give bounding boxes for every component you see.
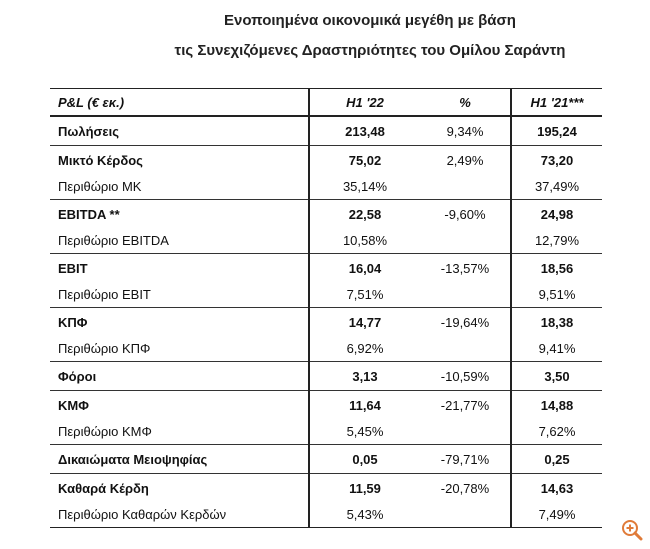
table-cell: 24,98: [510, 199, 602, 228]
table-row: Περιθώριο ΚΠΦ 6,92% 9,41%: [50, 336, 602, 362]
table-cell: 3,13: [308, 361, 420, 391]
table-row: Περιθώριο ΜΚ 35,14% 37,49%: [50, 174, 602, 200]
table-cell: 9,51%: [510, 282, 602, 308]
table-cell: 7,51%: [308, 282, 420, 308]
table-cell: 9,41%: [510, 336, 602, 362]
table-cell: EBIT: [50, 253, 309, 282]
table-row: EBITDA ** 22,58 -9,60% 24,98: [50, 199, 602, 228]
title-line: τις Συνεχιζόμενες Δραστηριότητες του Ομί…: [174, 42, 566, 59]
table-row: Περιθώριο Καθαρών Κερδών 5,43% 7,49%: [50, 502, 602, 528]
table-cell: Μικτό Κέρδος: [50, 145, 309, 174]
table-cell: ΚΠΦ: [50, 307, 309, 336]
table-cell: 9,34%: [420, 115, 511, 146]
table-cell: -19,64%: [420, 307, 511, 336]
table-cell: 11,64: [308, 390, 420, 419]
table-cell: Περιθώριο EBITDA: [58, 233, 169, 248]
table-cell: Πωλήσεις: [50, 115, 309, 146]
table-cell: Περιθώριο ΚΜΦ: [58, 424, 152, 439]
table-cell: 6,92%: [308, 336, 420, 362]
table-cell: 14,63: [510, 473, 602, 502]
table-cell: 12,79%: [510, 228, 602, 254]
table-cell: -79,71%: [420, 444, 511, 474]
table-cell: 11,59: [308, 473, 420, 502]
table-cell: 0,25: [510, 444, 602, 474]
table-cell: 213,48: [308, 115, 420, 146]
table-row: Δικαιώματα Μειοψηφίας 0,05 -79,71% 0,25: [50, 444, 602, 474]
header-cell: H1 '22: [308, 88, 420, 117]
table-cell: 5,45%: [308, 419, 420, 445]
table-row: Περιθώριο EBIT 7,51% 9,51%: [50, 282, 602, 308]
header-cell: %: [420, 88, 511, 117]
table-row: Περιθώριο EBITDA 10,58% 12,79%: [50, 228, 602, 254]
table-cell: 16,04: [308, 253, 420, 282]
table-cell: 18,56: [510, 253, 602, 282]
table-cell: Περιθώριο ΜΚ: [58, 179, 142, 194]
table-cell: 22,58: [308, 199, 420, 228]
table-cell: 10,58%: [308, 228, 420, 254]
pl-table: P&L (€ εκ.) H1 '22% H1 '21*** Πωλήσεις 213,4…: [50, 88, 602, 528]
table-row: ΚΠΦ 14,77 -19,64% 18,38: [50, 307, 602, 336]
table-cell: [420, 174, 511, 200]
header-cell: P&L (€ εκ.): [50, 88, 309, 117]
table-cell: [420, 502, 511, 528]
table-row: Περιθώριο ΚΜΦ 5,45% 7,62%: [50, 419, 602, 445]
table-cell: 3,50: [510, 361, 602, 391]
table-cell: 7,49%: [510, 502, 602, 528]
table-cell: Περιθώριο ΚΠΦ: [58, 341, 151, 356]
table-cell: Καθαρά Κέρδη: [50, 473, 309, 502]
table-cell: -10,59%: [420, 361, 511, 391]
table-cell: 5,43%: [308, 502, 420, 528]
title-line: Ενοποιημένα οικονομικά μεγέθη με βάση: [224, 12, 516, 29]
table-cell: ΚΜΦ: [50, 390, 309, 419]
table-cell: 75,02: [308, 145, 420, 174]
table-cell: [420, 336, 511, 362]
table-cell: 2,49%: [420, 145, 511, 174]
header-cell: H1 '21***: [510, 88, 602, 117]
table-cell: [420, 282, 511, 308]
table-cell: -13,57%: [420, 253, 511, 282]
header-row: P&L (€ εκ.) H1 '22% H1 '21***: [50, 88, 602, 117]
table-row: Καθαρά Κέρδη 11,59 -20,78% 14,63: [50, 473, 602, 502]
table-cell: [420, 228, 511, 254]
table-cell: 14,77: [308, 307, 420, 336]
table-cell: 14,88: [510, 390, 602, 419]
table-cell: 18,38: [510, 307, 602, 336]
table-row: Πωλήσεις 213,48 9,34% 195,24: [50, 115, 602, 146]
table-cell: [420, 419, 511, 445]
table-cell: Περιθώριο Καθαρών Κερδών: [50, 502, 309, 528]
table-row: EBIT 16,04 -13,57% 18,56: [50, 253, 602, 282]
table-cell: -20,78%: [420, 473, 511, 502]
table-cell: 35,14%: [308, 174, 420, 200]
table-cell: Δικαιώματα Μειοψηφίας: [50, 444, 309, 474]
table-row: Μικτό Κέρδος 75,02 2,49% 73,20: [50, 145, 602, 174]
table-row: ΚΜΦ 11,64 -21,77% 14,88: [50, 390, 602, 419]
table-cell: 7,62%: [510, 419, 602, 445]
zoom-icon[interactable]: [620, 518, 644, 542]
table-cell: 0,05: [308, 444, 420, 474]
table-cell: -21,77%: [420, 390, 511, 419]
table-cell: -9,60%: [420, 199, 511, 228]
table-cell: 73,20: [510, 145, 602, 174]
table-cell: EBITDA **: [50, 199, 309, 228]
table-cell: Περιθώριο EBIT: [58, 287, 151, 302]
table-row: Φόροι 3,13 -10,59% 3,50: [50, 361, 602, 391]
table-cell: Φόροι: [50, 361, 309, 391]
table-cell: 37,49%: [510, 174, 602, 200]
table-cell: 195,24: [510, 115, 602, 146]
